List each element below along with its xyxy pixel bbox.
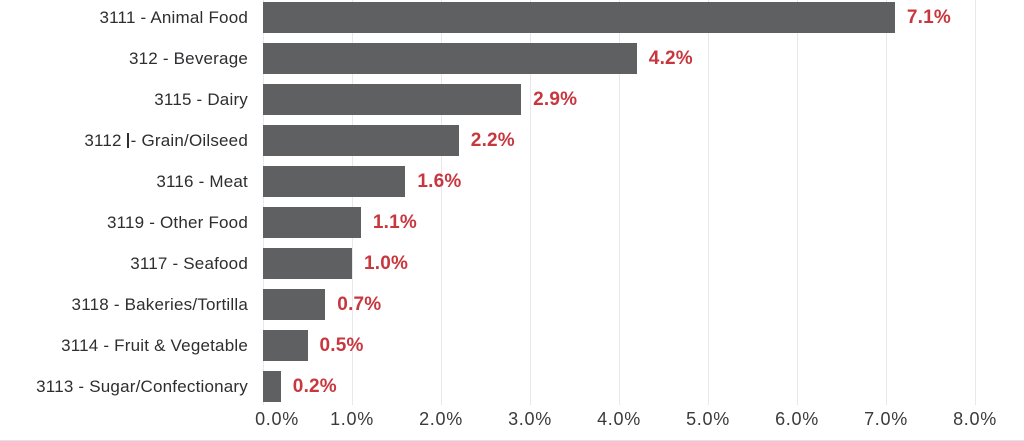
gridline <box>530 0 531 405</box>
chart-row-animal-food: 3111 - Animal Food 7.1% <box>0 0 1024 38</box>
gridline <box>797 0 798 405</box>
x-axis-tick: 4.0% <box>597 409 641 429</box>
x-axis-tick: 3.0% <box>508 409 552 429</box>
bar-rows: 3111 - Animal Food 7.1% 312 - Beverage 4… <box>0 0 1024 407</box>
bar-track: 0.2% <box>263 371 975 402</box>
value-label: 0.5% <box>319 334 364 356</box>
category-label: 3112 - Grain/Oilseed <box>0 131 248 151</box>
chart-row-dairy: 3115 - Dairy 2.9% <box>0 79 1024 120</box>
category-label: 312 - Beverage <box>128 48 248 68</box>
x-axis-tick: 6.0% <box>775 409 819 429</box>
category-label-part: 3112 <box>84 130 122 150</box>
category-label: 3113 - Sugar/Confectionary <box>36 376 248 396</box>
gridline <box>441 0 442 405</box>
bar <box>263 84 522 115</box>
x-axis-tick: 1.0% <box>330 409 374 429</box>
x-axis-tick: 5.0% <box>686 409 730 429</box>
bar-track: 4.2% <box>263 43 975 74</box>
chart-row-bakeries-tortilla: 3118 - Bakeries/Tortilla 0.7% <box>0 284 1024 325</box>
bar-track: 1.1% <box>263 207 975 238</box>
value-label: 2.2% <box>470 129 515 151</box>
value-label: 4.2% <box>648 47 693 69</box>
category-label: 3119 - Other Food <box>106 212 248 232</box>
bar <box>263 166 406 197</box>
bar-track: 2.2% <box>263 125 975 156</box>
category-label: 3111 - Animal Food <box>99 7 248 27</box>
text-cursor-artifact <box>126 132 129 148</box>
x-axis-tick: 2.0% <box>419 409 463 429</box>
gridline <box>975 0 976 405</box>
bar <box>263 371 281 402</box>
value-label: 2.9% <box>533 88 578 110</box>
chart-row-meat: 3116 - Meat 1.6% <box>0 161 1024 202</box>
x-axis-tick: 7.0% <box>864 409 908 429</box>
value-label: 7.1% <box>906 6 951 28</box>
chart-row-seafood: 3117 - Seafood 1.0% <box>0 243 1024 284</box>
value-label: 0.2% <box>292 375 337 397</box>
category-label-part: - Grain/Oilseed <box>130 130 248 150</box>
category-label: 3118 - Bakeries/Tortilla <box>71 294 248 314</box>
value-label: 0.7% <box>337 293 382 315</box>
gridlines <box>263 0 976 405</box>
bar <box>263 289 326 320</box>
bar <box>263 43 637 74</box>
x-axis-tick: 0.0% <box>255 409 299 429</box>
bar <box>263 125 459 156</box>
bar-track: 0.7% <box>263 289 975 320</box>
chart-row-other-food: 3119 - Other Food 1.1% <box>0 202 1024 243</box>
gridline <box>263 0 264 405</box>
value-label: 1.1% <box>372 211 417 233</box>
bar <box>263 330 308 361</box>
gridline <box>352 0 353 405</box>
chart-row-beverage: 312 - Beverage 4.2% <box>0 38 1024 79</box>
bar-track: 1.0% <box>263 248 975 279</box>
bar-track: 0.5% <box>263 330 975 361</box>
category-label: 3117 - Seafood <box>130 253 248 273</box>
x-axis: 0.0% 1.0% 2.0% 3.0% 4.0% 5.0% 6.0% 7.0% … <box>255 406 996 436</box>
bar <box>263 207 361 238</box>
gridline <box>886 0 887 405</box>
value-label: 1.6% <box>417 170 462 192</box>
x-axis-tick: 8.0% <box>953 409 997 429</box>
bar-track: 7.1% <box>263 2 975 33</box>
chart-row-sugar-confectionary: 3113 - Sugar/Confectionary 0.2% <box>0 366 1024 407</box>
gridline <box>708 0 709 405</box>
gridline <box>619 0 620 405</box>
bar-track: 1.6% <box>263 166 975 197</box>
category-label: 3115 - Dairy <box>154 89 248 109</box>
category-label: 3116 - Meat <box>156 171 248 191</box>
bar <box>263 2 895 33</box>
chart-row-grain-oilseed: 3112 - Grain/Oilseed 2.2% <box>0 120 1024 161</box>
category-label: 3114 - Fruit & Vegetable <box>61 335 248 355</box>
chart-row-fruit-vegetable: 3114 - Fruit & Vegetable 0.5% <box>0 325 1024 366</box>
bar <box>263 248 352 279</box>
bar-track: 2.9% <box>263 84 975 115</box>
value-label: 1.0% <box>364 252 409 274</box>
